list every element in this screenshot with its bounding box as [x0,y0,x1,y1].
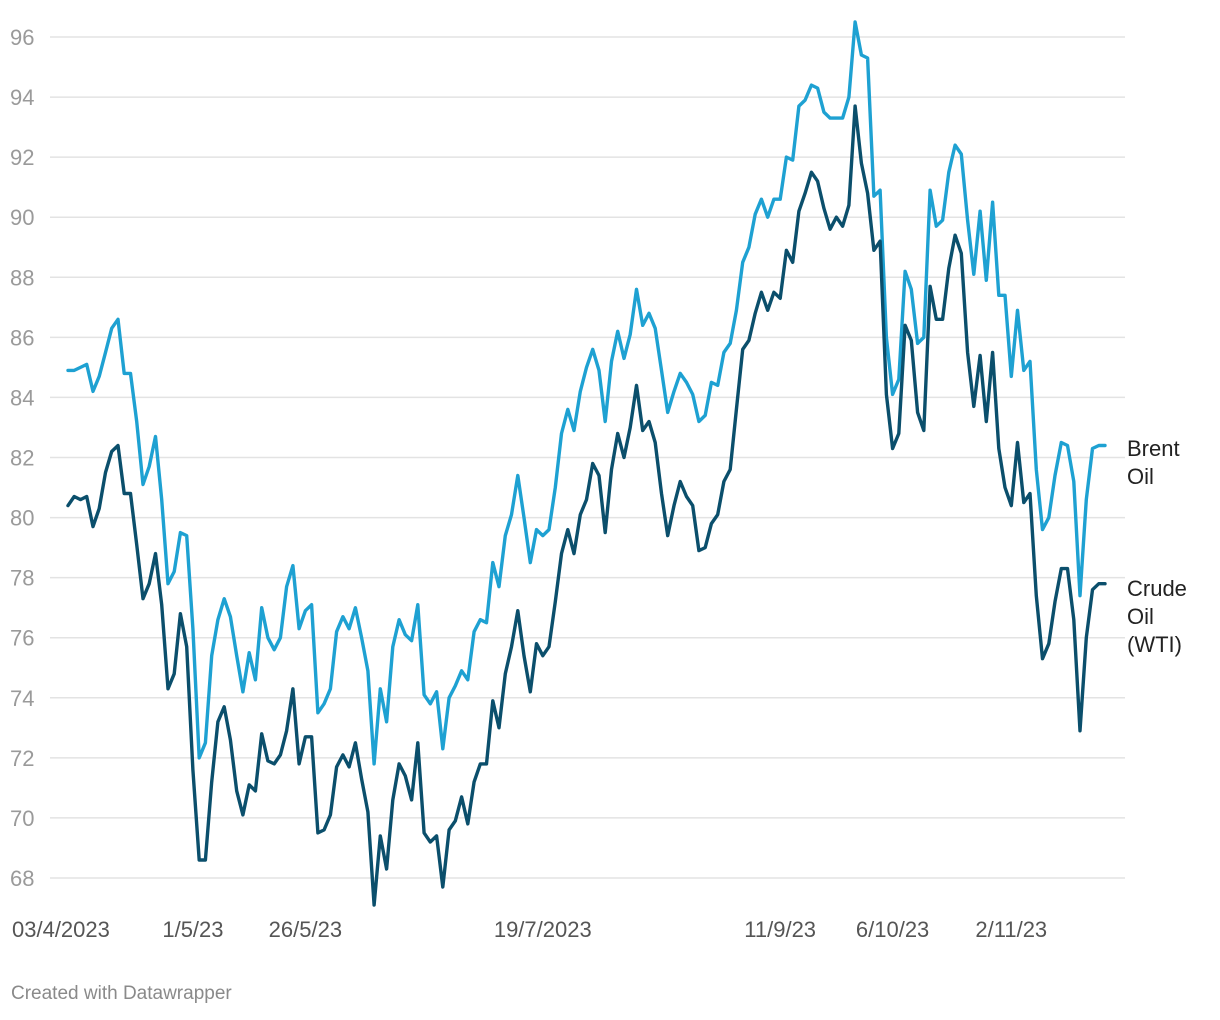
series-labels: Brent Oil Crude Oil (WTI) [1127,436,1187,657]
y-tick-label: 78 [10,566,34,591]
series-label-wti: Crude Oil (WTI) [1127,576,1187,657]
series-line-wti [66,104,1107,907]
y-tick-label: 74 [10,686,34,711]
x-tick-label: 6/10/23 [856,917,929,942]
y-tick-label: 96 [10,25,34,50]
x-tick-label: 03/4/2023 [12,917,110,942]
series-label-brent: Brent Oil [1127,436,1180,489]
x-tick-label: 11/9/23 [744,917,816,942]
datawrapper-credit: Created with Datawrapper [11,983,232,1004]
y-tick-label: 70 [10,806,34,831]
y-tick-label: 94 [10,85,34,110]
y-tick-label: 86 [10,325,34,350]
x-tick-label: 19/7/2023 [494,917,592,942]
x-tick-label: 2/11/23 [975,917,1047,942]
y-tick-label: 68 [10,866,34,891]
y-tick-label: 76 [10,626,34,651]
y-tick-label: 92 [10,145,34,170]
y-tick-label: 84 [10,385,34,410]
gridlines [50,36,1125,879]
y-tick-label: 80 [10,506,34,531]
x-tick-label: 1/5/23 [162,917,223,942]
series-lines [66,20,1107,907]
y-tick-label: 88 [10,265,34,290]
x-tick-label: 26/5/23 [269,917,342,942]
x-axis-ticks: 03/4/2023 1/5/23 26/5/23 19/7/2023 11/9/23 6/… [12,917,1047,942]
y-axis-ticks: 68 70 72 74 76 78 80 82 84 86 88 90 92 94 96 [10,25,34,891]
y-tick-label: 90 [10,205,34,230]
y-tick-label: 82 [10,446,34,471]
y-tick-label: 72 [10,746,34,771]
series-line-brent [66,20,1107,766]
